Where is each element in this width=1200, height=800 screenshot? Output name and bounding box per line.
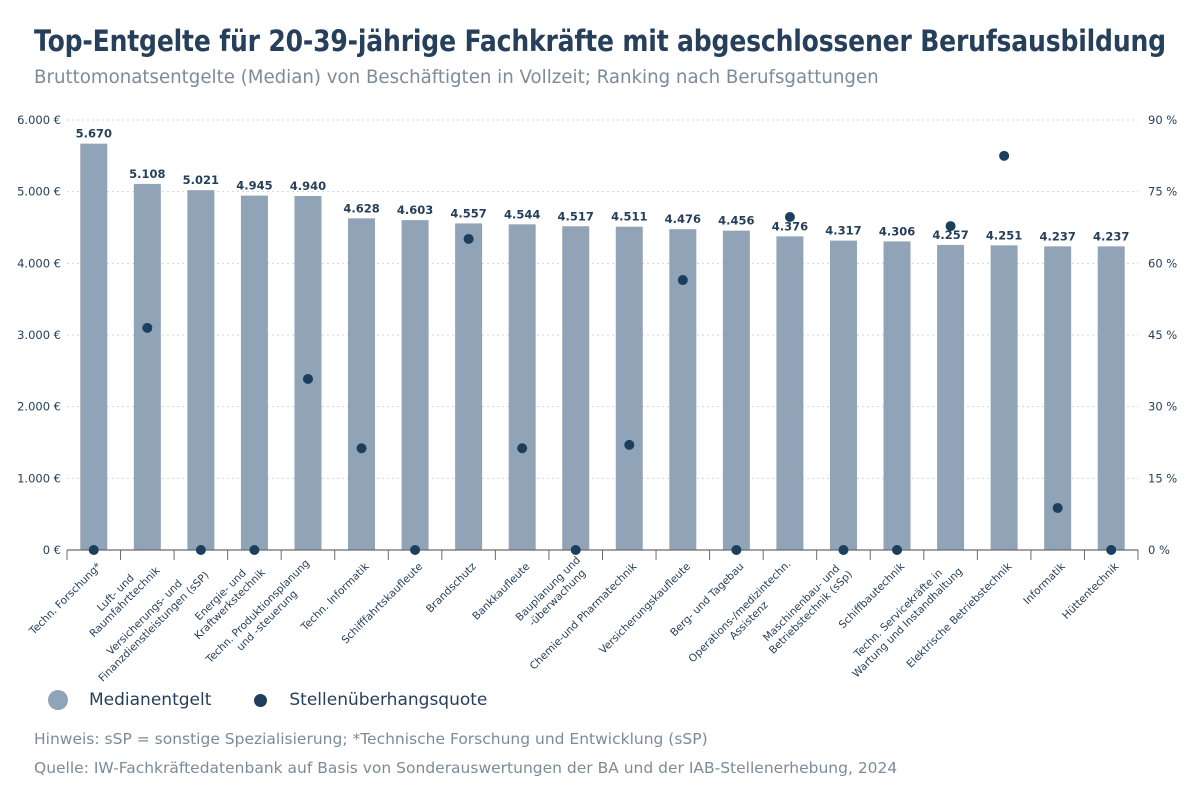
bar-value-label: 4.544 <box>504 207 540 221</box>
bar-value-label: 4.317 <box>825 224 861 238</box>
bar <box>133 183 161 550</box>
quote-dot <box>624 439 635 450</box>
x-category-label-line: Versicherungskaufleute <box>597 561 693 657</box>
y-left-tick-label: 6.000 € <box>17 113 61 127</box>
y-left-tick-label: 1.000 € <box>17 471 61 485</box>
quote-dot <box>838 545 849 555</box>
quote-dot <box>892 545 903 555</box>
quote-dot <box>1052 502 1063 513</box>
y-left-tick-label: 3.000 € <box>17 328 61 342</box>
bar <box>883 241 911 551</box>
y-right-tick-label: 75 % <box>1148 185 1177 199</box>
y-right-tick-label: 90 % <box>1148 113 1177 127</box>
bar <box>776 236 804 551</box>
bar-value-label: 4.628 <box>343 201 379 215</box>
y-right-tick-label: 45 % <box>1148 328 1177 342</box>
y-left-tick-label: 5.000 € <box>17 185 61 199</box>
y-right-tick-label: 30 % <box>1148 400 1177 414</box>
bar-value-label: 5.670 <box>76 127 112 141</box>
bar <box>80 143 108 550</box>
quote-dot <box>142 322 153 333</box>
bar-value-label: 4.517 <box>558 209 594 223</box>
y-right-tick-label: 15 % <box>1148 471 1177 485</box>
bar-value-label: 4.476 <box>665 212 701 226</box>
x-category-label-line: Brandschutz <box>424 560 479 615</box>
quote-dot <box>945 221 956 232</box>
chart-subtitle: Bruttomonatsentgelte (Median) von Beschä… <box>34 66 879 88</box>
bar <box>615 226 643 550</box>
bar-value-label: 4.237 <box>1093 229 1129 243</box>
y-left-tick-label: 0 € <box>43 543 61 557</box>
legend-dot-swatch-icon <box>254 693 268 707</box>
bar-value-label: 4.376 <box>772 219 808 233</box>
legend-item-quote[interactable]: Stellenüberhangsquote <box>251 690 487 710</box>
source-note: Quelle: IW-Fachkräftedatenbank auf Basis… <box>34 759 898 777</box>
bar-value-label: 5.021 <box>183 173 219 187</box>
hint-note: Hinweis: sSP = sonstige Spezialisierung;… <box>34 730 708 748</box>
bar <box>1097 246 1125 550</box>
bar <box>829 240 857 551</box>
x-category-label: Brandschutz <box>424 560 479 615</box>
bar-value-label: 5.108 <box>129 167 165 181</box>
bar <box>1044 246 1072 550</box>
x-category-label: Hüttentechnik <box>1060 560 1122 622</box>
x-category-label: Informatik <box>1021 560 1068 607</box>
bar-value-label: 4.940 <box>290 179 326 193</box>
bar <box>240 195 268 550</box>
legend-item-median[interactable]: Medianentgelt <box>48 690 211 710</box>
bar-value-label: 4.603 <box>397 203 433 217</box>
quote-dot <box>302 373 313 384</box>
bar-value-label: 4.557 <box>450 206 486 220</box>
bar <box>562 226 590 550</box>
bar <box>455 223 483 551</box>
y-left-tick-label: 4.000 € <box>17 256 61 270</box>
quote-dot <box>1106 545 1117 555</box>
bar-value-label: 4.251 <box>986 228 1022 242</box>
x-category-label-line: Betriebstechnik (sSp) <box>767 568 855 656</box>
legend-label-quote: Stellenüberhangsquote <box>289 690 488 710</box>
legend: Medianentgelt Stellenüberhangsquote <box>48 690 527 710</box>
bar-value-label: 4.237 <box>1039 229 1075 243</box>
bar <box>937 244 965 551</box>
bar <box>348 218 376 550</box>
bar <box>294 195 322 550</box>
quote-dot <box>517 443 528 454</box>
bar-value-label: 4.945 <box>236 179 272 193</box>
quote-dot <box>677 275 688 286</box>
chart-title: Top-Entgelte für 20-39-jährige Fachkräft… <box>34 24 1166 58</box>
x-category-label-line: Hüttentechnik <box>1060 560 1122 622</box>
bar <box>990 245 1018 550</box>
bar-value-label: 4.257 <box>932 228 968 242</box>
quote-dot <box>88 545 99 555</box>
legend-bar-swatch-icon <box>48 690 68 710</box>
y-right-tick-label: 0 % <box>1148 543 1170 557</box>
bar-value-label: 4.511 <box>611 210 647 224</box>
bar-value-label: 4.456 <box>718 214 754 228</box>
legend-label-median: Medianentgelt <box>89 690 212 710</box>
quote-dot <box>410 545 421 555</box>
quote-dot <box>249 545 260 555</box>
bar <box>722 230 750 551</box>
quote-dot <box>731 545 742 555</box>
quote-dot <box>356 443 367 454</box>
x-category-label: Versicherungskaufleute <box>597 561 693 657</box>
quote-dot <box>195 545 206 555</box>
x-category-label-line: Informatik <box>1021 560 1068 607</box>
bar <box>187 190 215 550</box>
y-left-tick-label: 2.000 € <box>17 400 61 414</box>
quote-dot <box>999 150 1010 161</box>
quote-dot <box>570 545 581 555</box>
y-right-tick-label: 60 % <box>1148 256 1177 270</box>
bar <box>508 224 536 550</box>
quote-dot <box>784 211 795 222</box>
bar-value-label: 4.306 <box>879 224 915 238</box>
quote-dot <box>463 233 474 244</box>
bar <box>401 220 429 550</box>
